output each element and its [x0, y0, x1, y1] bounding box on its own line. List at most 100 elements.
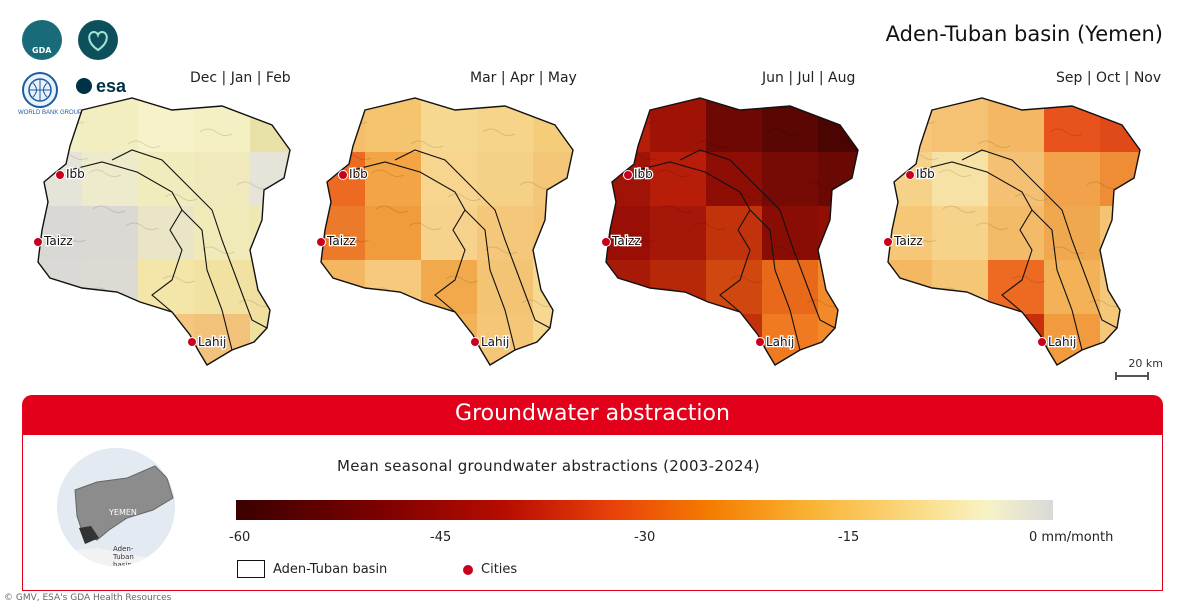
city-legend-label: Cities	[481, 562, 518, 577]
grid-cell	[818, 98, 858, 152]
grid-cell	[138, 206, 194, 260]
inset-country-label: YEMEN	[109, 508, 137, 517]
hillshade-stroke	[53, 234, 87, 243]
hillshade-stroke	[1088, 299, 1122, 308]
city-marker	[755, 337, 765, 347]
grid-cell	[38, 314, 82, 365]
grid-cell	[762, 152, 818, 206]
city-label: Ibb	[349, 167, 368, 181]
grid-cell	[888, 260, 932, 314]
hillshade-stroke	[1051, 246, 1085, 255]
basin-legend-swatch	[237, 560, 265, 578]
grid-cell	[988, 152, 1044, 206]
basin-outline	[605, 97, 859, 366]
colorbar-tick: -60	[229, 530, 251, 545]
city-legend-marker	[463, 565, 473, 575]
grid-cell	[988, 206, 1044, 260]
grid-cell	[932, 98, 988, 152]
grid-cell	[82, 98, 138, 152]
grid-cell	[706, 206, 762, 260]
sub-basin-boundary	[464, 209, 516, 351]
grid-cell	[250, 152, 290, 206]
grid-cell	[706, 98, 762, 152]
basin-outline	[887, 97, 1141, 366]
grid-cell	[321, 206, 365, 260]
city-label: Taizz	[893, 234, 923, 248]
hillshade-stroke	[660, 205, 694, 214]
legend-title: Mean seasonal groundwater abstractions (…	[337, 457, 760, 475]
city-label: Ibb	[66, 167, 85, 181]
grid-cell	[38, 260, 82, 314]
grid-cell	[650, 98, 706, 152]
scale-bar: 20 km	[1115, 357, 1163, 381]
grid-cell	[706, 314, 762, 365]
grid-cell	[138, 314, 194, 365]
city-label: Taizz	[326, 234, 356, 248]
grid-cell	[606, 314, 650, 365]
hillshade-stroke	[903, 234, 937, 243]
abstraction-grid	[321, 98, 573, 365]
map-panel: Ibb Taizz Lahij	[590, 80, 870, 380]
city-label: Ibb	[916, 167, 935, 181]
grid-cell	[706, 152, 762, 206]
scale-bar-label: 20 km	[1128, 357, 1163, 370]
season-label-jja: Jun | Jul | Aug	[762, 70, 856, 86]
grid-cell	[250, 206, 290, 260]
grid-cell	[932, 206, 988, 260]
hillshade-stroke	[484, 246, 518, 255]
grid-cell	[365, 206, 421, 260]
grid-cell	[38, 206, 82, 260]
grid-cell	[888, 98, 932, 152]
sub-basin-boundary	[69, 161, 183, 313]
sub-basin-boundary	[637, 161, 751, 313]
partner-logos: GDA WORLD BANK GROUP esa	[18, 18, 148, 128]
colorbar-tick: -45	[430, 530, 452, 545]
grid-cell	[988, 260, 1044, 314]
sub-basin-boundary	[919, 161, 1033, 313]
sub-basin-boundary	[111, 149, 268, 329]
grid-cell	[932, 152, 988, 206]
city-marker	[338, 170, 348, 180]
hillshade-stroke	[977, 140, 1011, 149]
hillshade-stroke	[482, 128, 516, 137]
hillshade-stroke	[336, 234, 370, 243]
sub-basin-boundary	[394, 149, 551, 329]
hillshade-stroke	[164, 193, 198, 202]
city-marker	[55, 170, 65, 180]
sub-basin-boundary	[181, 209, 233, 351]
page-title: Aden-Tuban basin (Yemen)	[885, 22, 1163, 46]
grid-cell	[988, 314, 1044, 365]
grid-cell	[194, 260, 250, 314]
grid-cell	[477, 206, 533, 260]
legend-panel: YEMEN Aden-Tuban basin Mean seasonal gro…	[22, 435, 1163, 591]
grid-cell	[762, 260, 818, 314]
hillshade-stroke	[1049, 128, 1083, 137]
city-marker	[905, 170, 915, 180]
city-marker	[187, 337, 197, 347]
world-bank-caption: WORLD BANK GROUP	[18, 110, 83, 116]
grid-cell	[650, 206, 706, 260]
city-label: Lahij	[1048, 335, 1076, 349]
hillshade-stroke	[238, 299, 272, 308]
world-bank-logo	[22, 72, 58, 108]
grid-cell	[321, 98, 365, 152]
grid-cell	[606, 98, 650, 152]
heart-icon	[88, 30, 108, 52]
hillshade-stroke	[371, 169, 405, 178]
city-marker	[33, 237, 43, 247]
hillshade-stroke	[92, 205, 126, 214]
hillshade-stroke	[695, 140, 729, 149]
credit-text: © GMV, ESA's GDA Health Resources	[4, 593, 172, 603]
section-banner: Groundwater abstraction	[22, 395, 1163, 435]
grid-cell	[650, 314, 706, 365]
city-label: Taizz	[43, 234, 73, 248]
city-marker	[470, 337, 480, 347]
grid-cell	[82, 152, 138, 206]
seasonal-maps: Ibb Taizz Lahij Ibb Taizz Lahij Ibb Taizz Lahi…	[0, 80, 1185, 380]
grid-cell	[477, 260, 533, 314]
banner-title: Groundwater abstraction	[455, 401, 730, 426]
grid-cell	[1100, 98, 1140, 152]
grid-cell	[421, 152, 477, 206]
grid-cell	[533, 314, 573, 365]
city-marker	[316, 237, 326, 247]
